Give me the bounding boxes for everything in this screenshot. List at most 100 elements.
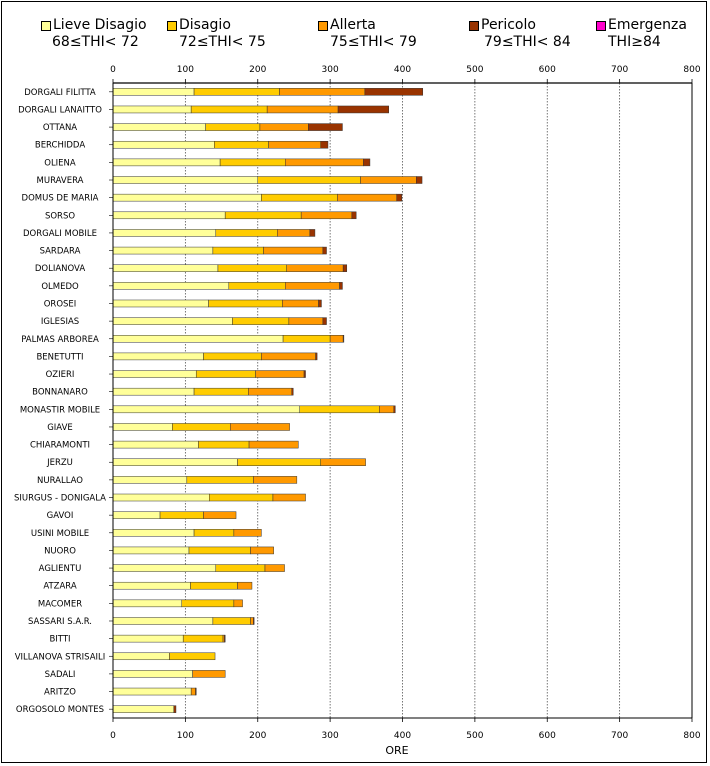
bar-segment-allerta — [379, 405, 395, 414]
bar-segment-disagio — [172, 423, 231, 431]
bar-segment-disagio — [257, 176, 361, 184]
bar-segment-allerta — [282, 299, 319, 308]
legend-range-pericolo: 79≤THI< 84 — [484, 34, 571, 50]
bar-segment-lieve-disagio — [112, 705, 175, 713]
legend-label-emergenza: Emergenza — [608, 17, 687, 33]
bar-segment-disagio — [198, 440, 250, 449]
bar-segment-pericolo — [318, 299, 322, 308]
bar-segment-disagio — [299, 405, 380, 414]
bottom-tick-label-600: 600 — [539, 731, 556, 741]
category-label: MACOMER — [38, 599, 82, 609]
category-label: DORGALI LANAITTO — [18, 105, 102, 115]
bar-segment-lieve-disagio — [112, 564, 217, 572]
bar-segment-disagio — [217, 264, 287, 272]
bar-segment-lieve-disagio — [112, 317, 233, 325]
category-label: OLMEDO — [41, 282, 79, 292]
bar-segment-pericolo — [253, 617, 255, 625]
bar-segment-lieve-disagio — [112, 617, 214, 625]
top-tick-label-500: 500 — [466, 65, 483, 75]
bar-segment-allerta — [233, 599, 243, 608]
bar-segment-lieve-disagio — [112, 282, 230, 290]
bar-segment-lieve-disagio — [112, 387, 195, 396]
legend-label-pericolo: Pericolo — [481, 17, 536, 33]
top-tick-label-100: 100 — [177, 65, 194, 75]
bar-segment-pericolo — [337, 105, 389, 114]
bar-segment-allerta — [337, 193, 397, 202]
bar-segment-pericolo — [396, 193, 403, 202]
bar-segment-disagio — [219, 158, 286, 167]
category-label: VILLANOVA STRISAILI — [15, 652, 106, 662]
bottom-tick-label-300: 300 — [322, 731, 339, 741]
bar-segment-disagio — [186, 476, 254, 484]
bar-segment-allerta — [263, 246, 324, 255]
category-label: SADALI — [45, 670, 76, 680]
bar-segment-disagio — [193, 88, 280, 96]
bar-segment-lieve-disagio — [112, 493, 210, 502]
bar-segment-pericolo — [339, 282, 343, 290]
bar-segment-lieve-disagio — [112, 105, 192, 114]
bar-segment-lieve-disagio — [112, 458, 238, 466]
bar-segment-pericolo — [364, 88, 424, 96]
bar-segment-disagio — [237, 458, 321, 466]
bottom-tick-label-700: 700 — [611, 731, 628, 741]
bar-segment-allerta — [300, 211, 353, 220]
bar-segment-allerta — [250, 546, 274, 555]
bar-segment-allerta — [272, 493, 306, 502]
bar-segment-lieve-disagio — [112, 246, 214, 255]
bar-segment-lieve-disagio — [112, 687, 192, 696]
top-tick-label-200: 200 — [249, 65, 266, 75]
bar-segment-lieve-disagio — [112, 176, 258, 184]
category-label: SARDARA — [40, 247, 81, 257]
legend-range-disagio: 72≤THI< 75 — [179, 34, 266, 50]
bottom-tick-label-200: 200 — [249, 731, 266, 741]
legend-range-emergenza: THI≥84 — [608, 34, 661, 50]
bar-segment-lieve-disagio — [112, 440, 199, 449]
bar-segment-allerta — [264, 564, 285, 572]
bar-segment-pericolo — [320, 140, 329, 149]
x-axis-label: ORE — [385, 744, 408, 757]
bar-segment-lieve-disagio — [112, 652, 170, 661]
bar-segment-allerta — [248, 387, 293, 396]
bar-segment-pericolo — [309, 229, 316, 237]
bar-segment-lieve-disagio — [112, 123, 206, 131]
category-label: SORSO — [45, 211, 75, 221]
bar-segment-disagio — [182, 634, 224, 643]
category-label: ARITZO — [44, 688, 76, 698]
legend-range-lieve-disagio: 68≤THI< 72 — [52, 34, 139, 50]
top-tick-label-300: 300 — [322, 65, 339, 75]
bar-segment-disagio — [188, 546, 251, 555]
bar-segment-allerta — [277, 229, 311, 237]
bar-segment-disagio — [224, 211, 302, 220]
bar-segment-allerta — [320, 458, 366, 466]
top-tick-label-700: 700 — [611, 65, 628, 75]
bar-segment-pericolo — [195, 687, 197, 696]
bar-segment-lieve-disagio — [112, 423, 173, 431]
category-label: JERZU — [46, 458, 73, 468]
bottom-tick-label-400: 400 — [394, 731, 411, 741]
axes: 0 0 100 100 200 200 300 300 400 400 500 500 600 600 70… — [14, 65, 701, 741]
bar-segment-allerta — [192, 670, 226, 678]
bar-segment-pericolo — [291, 387, 294, 396]
bar-segment-pericolo — [173, 705, 177, 713]
bar-segment-disagio — [205, 123, 261, 131]
bar-segment-disagio — [228, 282, 286, 290]
bar-segment-allerta — [329, 335, 344, 343]
category-label: IGLESIAS — [41, 317, 79, 327]
category-label: USINI MOBILE — [31, 529, 89, 539]
bar-segment-lieve-disagio — [112, 476, 188, 484]
legend-range-allerta: 75≤THI< 79 — [330, 34, 417, 50]
bar-segment-disagio — [215, 229, 278, 237]
category-label: ORGOSOLO MONTES — [16, 705, 104, 715]
bar-segment-lieve-disagio — [112, 370, 197, 378]
bar-segment-allerta — [229, 423, 290, 431]
bar-segment-pericolo — [393, 405, 396, 414]
category-label: BONNANARO — [32, 388, 88, 398]
bar-segment-allerta — [250, 617, 254, 625]
bar-segment-allerta — [253, 476, 298, 484]
bar-segment-disagio — [282, 335, 331, 343]
bar-segment-disagio — [181, 599, 235, 608]
top-tick-label-800: 800 — [683, 65, 700, 75]
category-label: BERCHIDDA — [35, 141, 85, 151]
gridlines — [184, 83, 621, 718]
